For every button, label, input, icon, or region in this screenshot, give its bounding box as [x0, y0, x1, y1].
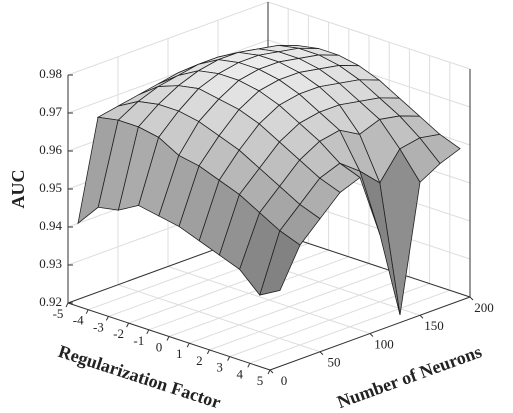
tick-mark — [369, 333, 374, 337]
x-tick-label: -2 — [113, 326, 124, 341]
z-tick-label: 0.98 — [39, 66, 62, 81]
surface-patch — [259, 230, 301, 296]
tick-mark — [65, 302, 69, 308]
surface — [77, 44, 461, 316]
z-tick-label: 0.94 — [39, 218, 62, 233]
y-tick-label: 200 — [474, 300, 494, 315]
y-tick-label: 50 — [328, 355, 341, 370]
y-tick-label: 0 — [281, 373, 288, 388]
y-tick-label: 100 — [374, 336, 394, 351]
y-tick-label: 150 — [424, 318, 444, 333]
x-tick-label: -3 — [93, 319, 104, 334]
y-axis-label: Number of Neurons — [334, 341, 484, 412]
x-tick-label: -4 — [73, 313, 84, 328]
tick-mark — [206, 349, 210, 355]
tick-mark — [247, 363, 251, 368]
x-tick-label: -1 — [133, 333, 144, 348]
z-axis-label: AUC — [8, 170, 28, 209]
x-tick-label: 1 — [176, 346, 183, 361]
tick-mark — [105, 316, 109, 321]
tick-mark — [269, 369, 274, 374]
grid-line — [167, 266, 371, 334]
z-tick-label: 0.93 — [39, 256, 62, 271]
tick-mark — [319, 351, 324, 356]
x-tick-label: 0 — [156, 339, 163, 354]
tick-mark — [267, 369, 271, 375]
tick-mark — [186, 342, 190, 348]
tick-mark — [146, 329, 150, 335]
x-tick-label: -5 — [53, 306, 64, 321]
tick-mark — [419, 314, 424, 319]
tick-mark — [227, 356, 231, 361]
z-tick-label: 0.95 — [39, 180, 62, 195]
x-tick-label: 5 — [257, 373, 264, 388]
tick-mark — [85, 309, 89, 314]
z-tick-label: 0.92 — [39, 294, 62, 309]
x-tick-label: 4 — [237, 366, 244, 381]
x-tick-label: 2 — [196, 353, 203, 368]
tick-mark — [469, 296, 474, 301]
x-tick-label: 3 — [216, 360, 223, 375]
grid-line — [117, 284, 321, 353]
z-tick-label: 0.97 — [39, 104, 62, 119]
z-tick-label: 0.96 — [39, 142, 62, 157]
tick-mark — [166, 336, 170, 341]
tick-mark — [126, 322, 130, 328]
x-axis-label: Regularization Factor — [56, 341, 223, 412]
